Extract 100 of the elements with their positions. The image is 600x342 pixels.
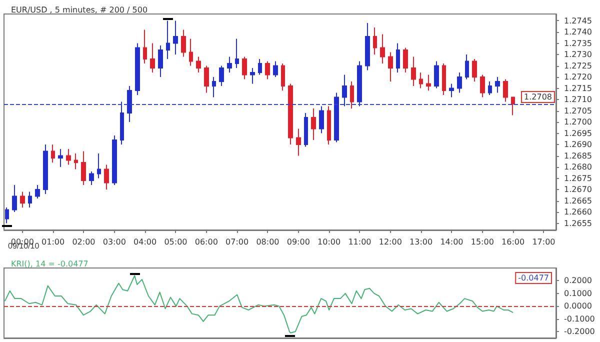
y-tick-label: -0.1000 [564, 314, 595, 324]
candlestick [465, 54, 469, 80]
candlestick [419, 72, 423, 89]
candlestick [434, 60, 439, 89]
candlestick [58, 148, 63, 168]
y-tick-label: 0.2000 [564, 276, 592, 286]
x-tick-label: 16:00 [502, 238, 525, 246]
candlestick [120, 101, 124, 145]
candlestick [250, 68, 255, 84]
x-tick-label: 13:00 [410, 238, 433, 246]
annotation: -0.0477 [518, 274, 550, 282]
candlestick [388, 52, 393, 82]
candlestick [89, 171, 94, 186]
y-tick-label: 1.2725 [564, 61, 592, 70]
candlestick [28, 191, 32, 208]
x-tick-label: 17:00 [532, 238, 556, 246]
chart-title: EUR/USD , 5 minutes, # 200 / 500 [11, 6, 148, 14]
candlestick [158, 45, 163, 78]
y-tick-label: 1.2685 [564, 151, 592, 160]
candlestick [173, 20, 178, 55]
candlestick [426, 74, 431, 91]
x-tick-label: 11:00 [348, 238, 372, 246]
candlestick [204, 65, 209, 94]
y-tick-label: 1.2655 [564, 218, 592, 228]
candlestick [12, 184, 17, 212]
x-tick-label: 02:00 [72, 238, 96, 246]
candlestick [365, 22, 370, 71]
x-tick-label: 08:00 [256, 238, 280, 246]
candlestick [181, 29, 186, 58]
candlestick [334, 92, 339, 143]
x-tick-label: 05:00 [164, 238, 188, 246]
candlestick [457, 72, 462, 94]
y-tick-label: 1.2665 [564, 196, 592, 206]
candlestick [472, 58, 477, 82]
x-tick-label: 01:00 [42, 238, 65, 246]
y-tick-label: 1.2695 [564, 128, 592, 138]
x-tick-label: 12:00 [378, 238, 402, 246]
candlestick [97, 153, 101, 179]
candlestick [281, 63, 285, 91]
x-tick-label: 06:00 [194, 238, 218, 246]
y-tick-label: 1.2710 [564, 95, 592, 104]
y-tick-label: 1.2690 [564, 140, 592, 149]
y-tick-label: 1.2705 [564, 106, 592, 116]
candlestick [143, 29, 147, 64]
candlestick [150, 42, 155, 73]
y-tick-label: 1.2720 [564, 72, 592, 82]
candlestick [503, 78, 508, 102]
y-tick-label: 1.2745 [564, 16, 592, 26]
candlestick [227, 56, 232, 73]
candlestick [304, 112, 308, 148]
ref-line-label: 1.2708 [524, 92, 552, 102]
candlestick [66, 148, 71, 166]
candlestick [311, 108, 316, 140]
candlestick [135, 42, 140, 96]
candlestick [5, 207, 9, 224]
x-tick-label: 07:00 [226, 238, 249, 246]
candlestick [196, 56, 201, 73]
candlestick [449, 83, 454, 98]
candlestick [511, 96, 515, 116]
candlestick [273, 60, 278, 78]
x-tick-label: 14:00 [440, 238, 464, 246]
candlestick [288, 83, 293, 145]
x-tick-label: 10:00 [318, 238, 341, 246]
candlestick [35, 184, 40, 199]
candlestick [219, 65, 224, 86]
candlestick [81, 150, 86, 186]
candlestick [265, 60, 270, 80]
candlestick [104, 164, 109, 190]
candlestick [258, 58, 262, 76]
candlestick [74, 153, 78, 170]
candlestick [403, 47, 408, 73]
x-tick-label: 03:00 [102, 238, 126, 246]
candlestick [189, 38, 193, 66]
candlestick [212, 76, 216, 98]
chart-title: KRI(), 14 = -0.0477 [11, 260, 88, 268]
y-tick-label: 1.2660 [564, 208, 592, 216]
y-tick-label: 1.2735 [564, 38, 592, 48]
candlestick [380, 34, 385, 64]
y-tick-label: 1.2680 [564, 162, 592, 172]
candlestick [373, 27, 377, 55]
candlestick [350, 81, 354, 109]
candlestick [327, 106, 331, 145]
candlestick [235, 38, 239, 68]
candlestick [242, 56, 247, 80]
y-tick-label: 1.2670 [564, 185, 592, 194]
candlestick [112, 135, 117, 186]
y-tick-label: 1.2675 [564, 174, 592, 183]
y-tick-label: 0.0000 [564, 302, 592, 311]
y-tick-label: 1.2740 [564, 28, 592, 36]
y-tick-label: 1.2700 [564, 118, 592, 126]
line-series [4, 275, 514, 334]
candlestick [488, 81, 492, 96]
candlestick [357, 60, 362, 107]
candlestick [495, 76, 500, 94]
candlestick [20, 191, 25, 208]
y-tick-label: -0.2000 [564, 327, 595, 336]
candlestick [442, 63, 446, 96]
candlestick [296, 128, 301, 156]
x-tick-label: 09:00 [286, 238, 310, 246]
candlestick [319, 106, 324, 134]
